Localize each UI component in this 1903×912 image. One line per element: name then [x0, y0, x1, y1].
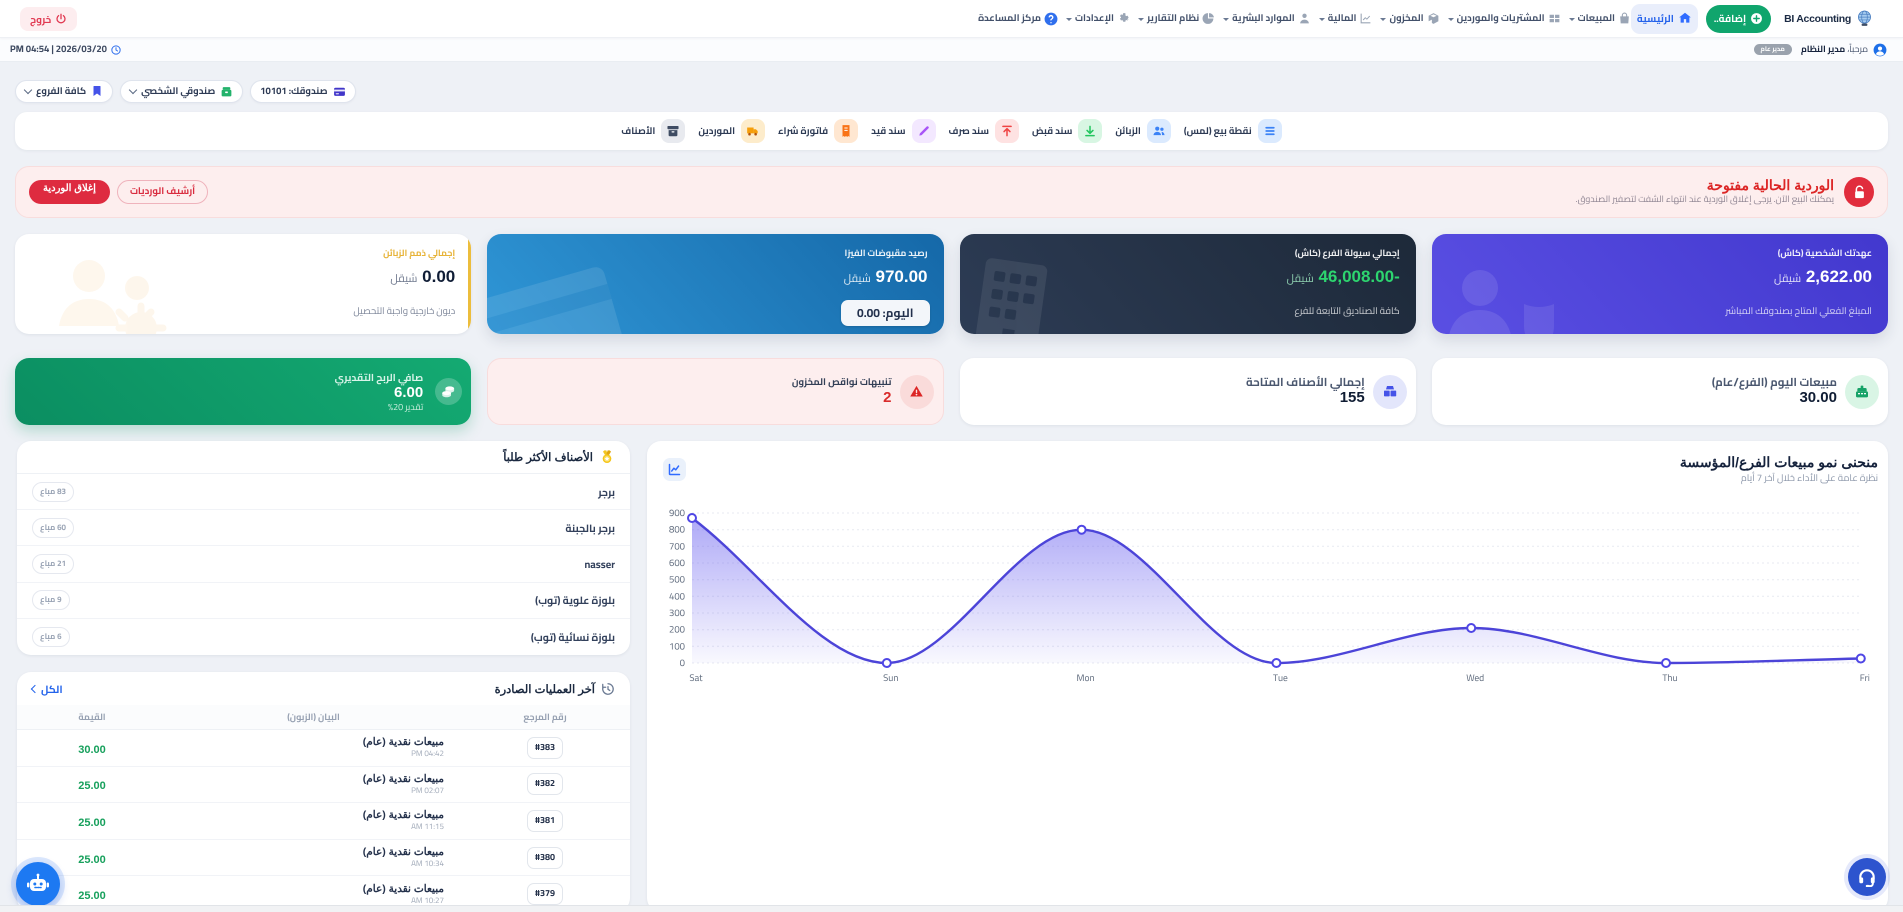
svg-text:500: 500	[669, 572, 685, 589]
svg-text:700: 700	[669, 538, 685, 555]
svg-text:Wed: Wed	[1466, 670, 1484, 687]
svg-text:Mon: Mon	[1077, 670, 1095, 687]
svg-text:Sat: Sat	[689, 670, 703, 687]
svg-text:Fri: Fri	[1860, 670, 1870, 687]
svg-text:800: 800	[669, 522, 685, 539]
svg-text:100: 100	[669, 638, 685, 655]
svg-text:Tue: Tue	[1273, 670, 1288, 687]
svg-text:900: 900	[669, 505, 685, 522]
svg-text:600: 600	[669, 555, 685, 572]
svg-text:400: 400	[669, 588, 685, 605]
svg-text:200: 200	[669, 622, 685, 639]
svg-text:Thu: Thu	[1662, 670, 1677, 687]
svg-text:0: 0	[680, 655, 685, 672]
svg-text:300: 300	[669, 605, 685, 622]
svg-text:Sun: Sun	[883, 670, 898, 687]
